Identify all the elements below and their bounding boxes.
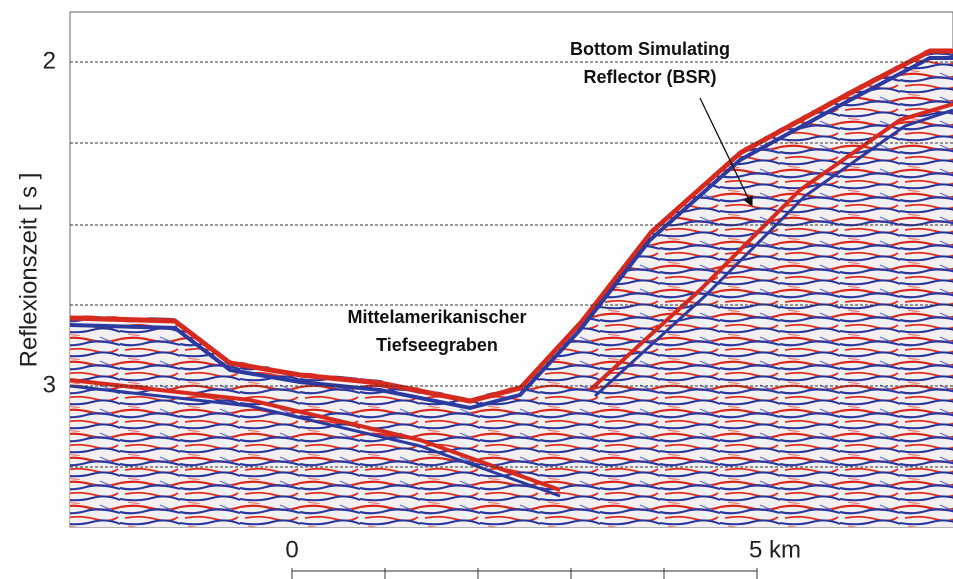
x-tick-marks bbox=[291, 568, 758, 579]
x-tick-label: 5 km bbox=[749, 536, 801, 563]
annotation-arrow bbox=[699, 97, 753, 207]
time-gridlines bbox=[70, 61, 953, 468]
annotation-line: Bottom Simulating bbox=[570, 39, 730, 59]
annotation-line: Mittelamerikanischer bbox=[347, 307, 526, 327]
seismic-section bbox=[69, 11, 953, 528]
annotation-line: Reflector (BSR) bbox=[583, 67, 716, 87]
annotation-line: Tiefseegraben bbox=[376, 335, 498, 355]
y-axis-label: Reflexionszeit [ s ] bbox=[15, 173, 42, 368]
y-tick-label: 3 bbox=[43, 371, 56, 398]
x-tick-label: 0 bbox=[285, 536, 298, 563]
y-tick-label: 2 bbox=[43, 47, 56, 74]
